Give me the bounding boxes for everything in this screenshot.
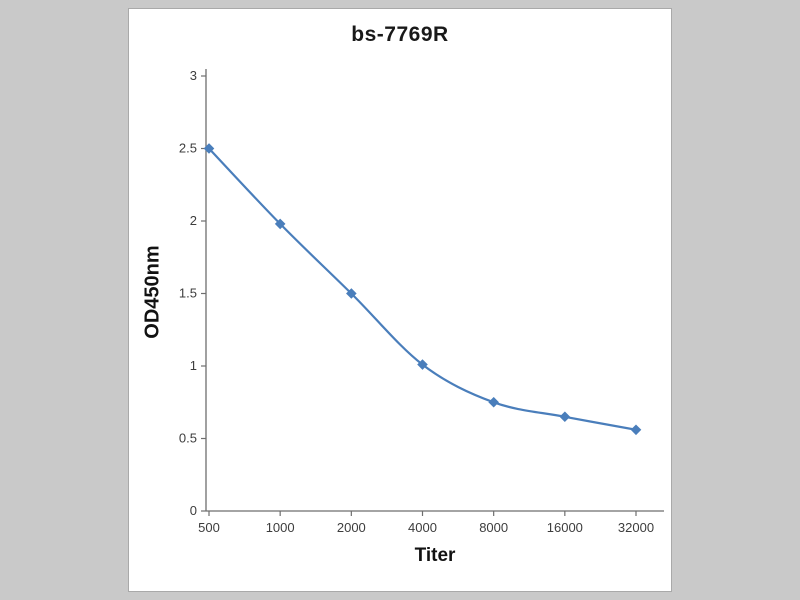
y-tick-label: 1 bbox=[190, 358, 197, 373]
x-tick-label: 4000 bbox=[408, 520, 437, 535]
x-tick-label: 1000 bbox=[266, 520, 295, 535]
y-tick-label: 3 bbox=[190, 68, 197, 83]
data-point-marker bbox=[346, 288, 357, 299]
data-point-marker bbox=[417, 359, 428, 370]
data-point-marker bbox=[630, 424, 642, 436]
x-axis-label: Titer bbox=[414, 545, 456, 566]
chart-title: bs-7769R bbox=[351, 23, 449, 46]
y-tick-label: 0 bbox=[190, 503, 197, 518]
y-tick-label: 0.5 bbox=[179, 431, 197, 446]
x-tick-label: 16000 bbox=[547, 520, 583, 535]
chart-card: bs-7769R OD450nm 0 0.5 1 1.5 2 2.5 3 500 1000 200… bbox=[128, 8, 672, 592]
y-tick-label: 2 bbox=[190, 213, 197, 228]
x-tick-label: 32000 bbox=[618, 520, 654, 535]
series-line bbox=[207, 147, 638, 431]
x-tick-label: 8000 bbox=[479, 520, 508, 535]
x-tick-label: 2000 bbox=[337, 520, 366, 535]
data-point-marker bbox=[488, 396, 499, 408]
line-chart: 0 0.5 1 1.5 2 2.5 3 500 1000 2000 4000 8000 16000 320… bbox=[179, 68, 664, 535]
y-tick-label: 1.5 bbox=[179, 286, 197, 301]
data-point-marker bbox=[274, 218, 286, 230]
y-tick-label: 2.5 bbox=[179, 141, 197, 156]
x-tick-label: 500 bbox=[198, 520, 220, 535]
data-point-marker bbox=[203, 143, 215, 154]
data-point-marker bbox=[559, 411, 571, 423]
